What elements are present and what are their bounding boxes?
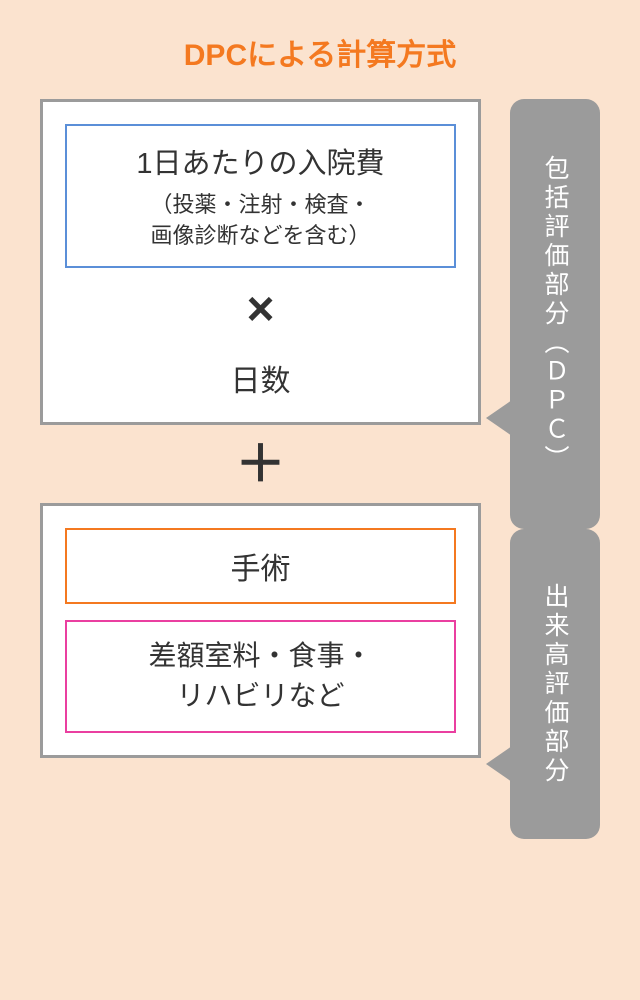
other-line2: リハビリなど [176, 680, 344, 711]
other-fees-box: 差額室料・食事・ リハビリなど [65, 620, 456, 733]
daily-fee-title: 1日あたりの入院費 [77, 140, 444, 182]
diagram-canvas: DPCによる計算方式 1日あたりの入院費 （投薬・注射・検査・ 画像診断などを含… [0, 0, 640, 1000]
surgery-box: 手術 [65, 528, 456, 604]
fee-for-service-callout-text: 出来高評価部分 [537, 583, 573, 786]
bundled-callout: 包括評価部分（ＤＰＣ） [510, 99, 600, 529]
bundled-evaluation-box: 1日あたりの入院費 （投薬・注射・検査・ 画像診断などを含む） × 日数 [40, 99, 481, 425]
subtitle-line1: （投薬・注射・検査・ [150, 192, 370, 217]
bundled-callout-text: 包括評価部分（ＤＰＣ） [537, 155, 573, 474]
callouts-column: 包括評価部分（ＤＰＣ） 出来高評価部分 [480, 99, 600, 839]
multiply-symbol: × [246, 286, 274, 334]
other-line1: 差額室料・食事・ [148, 640, 372, 671]
daily-fee-subtitle: （投薬・注射・検査・ 画像診断などを含む） [77, 190, 444, 252]
surgery-label: 手術 [231, 553, 291, 586]
fee-for-service-box: 手術 差額室料・食事・ リハビリなど [40, 503, 481, 758]
subtitle-line2: 画像診断などを含む） [150, 223, 370, 248]
daily-fee-box: 1日あたりの入院費 （投薬・注射・検査・ 画像診断などを含む） [65, 124, 456, 268]
fee-for-service-callout: 出来高評価部分 [510, 529, 600, 839]
callout-arrow-icon [486, 400, 512, 436]
content-row: 1日あたりの入院費 （投薬・注射・検査・ 画像診断などを含む） × 日数 ＋ 手… [40, 99, 600, 839]
callout-arrow-icon [486, 746, 512, 782]
days-label: 日数 [231, 356, 291, 400]
boxes-column: 1日あたりの入院費 （投薬・注射・検査・ 画像診断などを含む） × 日数 ＋ 手… [40, 99, 481, 839]
diagram-title: DPCによる計算方式 [40, 30, 600, 74]
plus-symbol: ＋ [236, 439, 286, 489]
